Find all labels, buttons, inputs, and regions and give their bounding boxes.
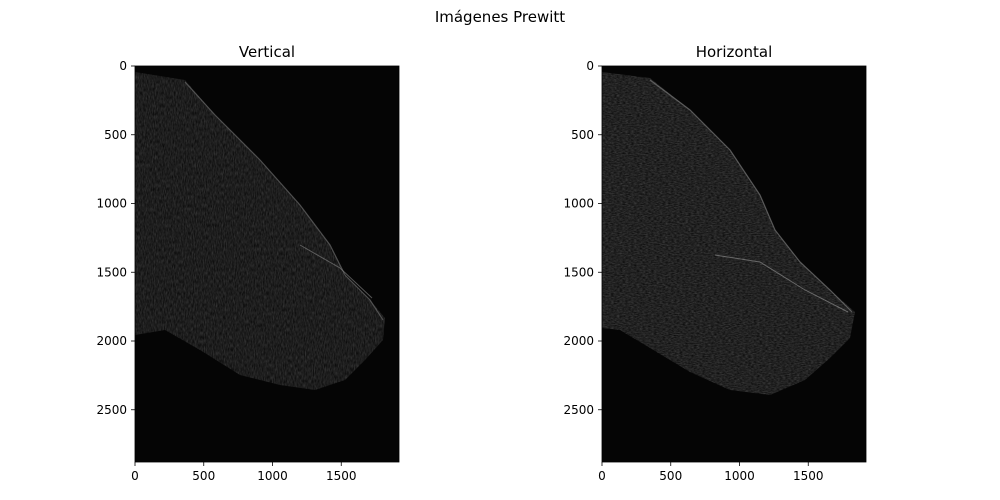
y-tick-label-horizontal: 2500	[563, 403, 594, 417]
y-tick-label-vertical: 2000	[96, 334, 127, 348]
ticks-vertical: 0 500 1000 1500 0 500 1000 1500 2000 2500	[96, 59, 356, 483]
axes-frame-horizontal	[601, 65, 867, 463]
y-tick-label-horizontal: 2000	[563, 334, 594, 348]
axes-vertical: 0 500 1000 1500 0 500 1000 1500 2000 2500	[96, 59, 400, 483]
y-tick-label-horizontal: 1000	[563, 197, 594, 211]
x-tick-label-horizontal: 1500	[793, 469, 824, 483]
y-tick-label-vertical: 0	[119, 59, 127, 73]
figure-suptitle: Imágenes Prewitt	[434, 8, 566, 26]
x-tick-label-vertical: 0	[131, 469, 139, 483]
y-tick-label-horizontal: 1500	[563, 265, 594, 279]
y-tick-label-horizontal: 0	[586, 59, 594, 73]
contour-vertical	[184, 81, 384, 321]
y-tick-label-vertical: 500	[104, 128, 127, 142]
snout-edge-vertical	[299, 244, 373, 299]
y-tick-label-horizontal: 500	[571, 128, 594, 142]
x-tick-label-vertical: 500	[192, 469, 215, 483]
panel-title-vertical: Vertical	[238, 43, 296, 61]
snout-edge-horizontal	[714, 254, 849, 313]
ticks-horizontal: 0 500 1000 1500 0 500 1000 1500 2000 2500	[563, 59, 823, 483]
x-tick-label-vertical: 1500	[326, 469, 357, 483]
panel-title-horizontal: Horizontal	[695, 43, 773, 61]
axes-frame-vertical	[134, 65, 400, 463]
x-tick-label-horizontal: 1000	[724, 469, 755, 483]
y-tick-label-vertical: 2500	[96, 403, 127, 417]
x-tick-label-horizontal: 500	[659, 469, 682, 483]
contour-horizontal	[649, 79, 853, 313]
x-tick-label-horizontal: 0	[598, 469, 606, 483]
x-tick-label-vertical: 1000	[257, 469, 288, 483]
y-tick-label-vertical: 1000	[96, 197, 127, 211]
y-tick-label-vertical: 1500	[96, 265, 127, 279]
axes-horizontal: 0 500 1000 1500 0 500 1000 1500 2000 2500	[563, 59, 867, 483]
